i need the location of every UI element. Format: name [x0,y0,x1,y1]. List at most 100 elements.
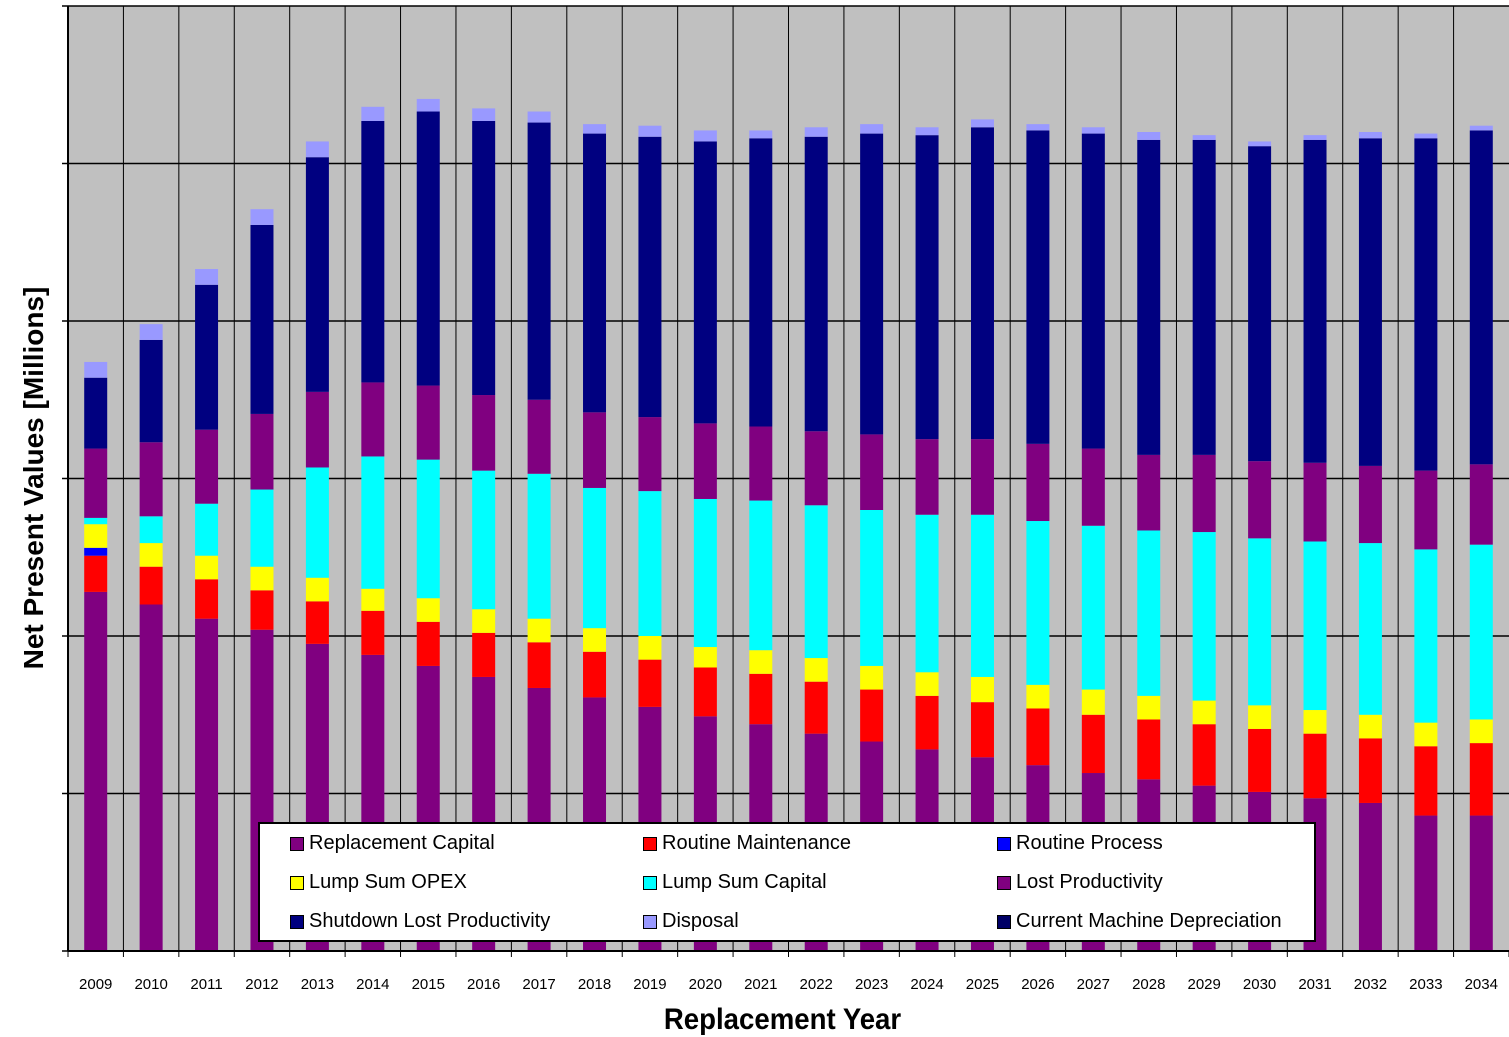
x-tick-label: 2026 [1021,976,1054,993]
bar-segment-lump-sum-opex [1358,714,1382,739]
bar-segment-disposal [305,141,329,158]
x-tick-label: 2034 [1465,976,1498,993]
bar-segment-disposal [693,130,717,142]
bar-segment-lump-sum-capital [860,510,884,666]
bar-segment-disposal [1303,135,1327,140]
bar-segment-shutdown-lost-productivity [84,377,108,449]
bar-segment-disposal [527,111,551,123]
bar-segment-lump-sum-capital [1026,521,1050,685]
bar-segment-lump-sum-capital [527,473,551,619]
bar-segment-lump-sum-capital [195,503,219,556]
bar-segment-lump-sum-opex [305,577,329,602]
bar-segment-disposal [139,324,163,340]
bar-segment-disposal [361,106,385,121]
bar-segment-lump-sum-capital [1192,532,1216,701]
legend-item-lump-sum-opex: Lump Sum OPEX [290,871,467,894]
legend-item-lost-productivity: Lost Productivity [997,871,1163,894]
bar-segment-shutdown-lost-productivity [361,120,385,383]
legend-swatch [643,875,657,890]
bar-segment-disposal [1414,133,1438,139]
bar-segment-lost-productivity [416,385,440,460]
bar-segment-routine-maintenance [1469,743,1493,816]
bar-segment-lost-productivity [1358,465,1382,544]
bar-segment-lump-sum-opex [139,543,163,567]
x-tick-label: 2022 [800,976,833,993]
bar-segment-disposal [970,119,994,128]
bar-segment-routine-maintenance [1081,714,1105,774]
bar-segment-shutdown-lost-productivity [915,135,939,440]
bar-segment-routine-maintenance [1414,746,1438,816]
bar-segment-routine-maintenance [638,659,662,707]
bar-segment-lump-sum-capital [749,500,773,651]
bar-segment-shutdown-lost-productivity [860,133,884,435]
x-tick-label: 2017 [522,976,555,993]
bar-segment-lost-productivity [1192,454,1216,533]
bar-segment-routine-maintenance [1358,738,1382,803]
bar-segment-lump-sum-capital [84,517,108,525]
bar-segment-lump-sum-capital [638,491,662,636]
bar-segment-routine-maintenance [749,673,773,725]
bar-segment-lump-sum-capital [1358,543,1382,715]
bar-segment-shutdown-lost-productivity [195,284,219,430]
legend-label: Disposal [662,910,739,932]
bar-segment-lump-sum-opex [472,609,496,633]
legend-label: Routine Maintenance [662,832,852,854]
x-tick-label: 2013 [301,976,334,993]
x-tick-label: 2019 [633,976,666,993]
bar-segment-shutdown-lost-productivity [1469,130,1493,465]
bar-segment-disposal [583,124,607,134]
bar-segment-routine-maintenance [472,632,496,677]
bar-segment-replacement-capital [139,604,163,951]
bar-segment-disposal [195,269,219,285]
bar-segment-lump-sum-capital [583,487,607,629]
legend-swatch [997,836,1011,851]
bar-segment-routine-maintenance [1026,708,1050,766]
bar-segment-disposal [1358,132,1382,139]
bar-segment-shutdown-lost-productivity [1248,146,1272,462]
bar-segment-shutdown-lost-productivity [749,138,773,427]
x-tick-label: 2033 [1409,976,1442,993]
bar-segment-lump-sum-capital [1414,549,1438,723]
legend-swatch [643,836,657,851]
x-tick-label: 2032 [1354,976,1387,993]
legend-label: Lost Productivity [1016,871,1163,893]
bar-segment-shutdown-lost-productivity [139,339,163,443]
x-tick-label: 2030 [1243,976,1276,993]
bar-segment-disposal [250,209,274,225]
bar-segment-shutdown-lost-productivity [1358,138,1382,466]
bar-segment-disposal [860,124,884,134]
bar-segment-lost-productivity [1026,443,1050,522]
x-tick-label: 2031 [1298,976,1331,993]
bar-segment-lump-sum-opex [361,588,385,611]
legend-item-disposal: Disposal [643,910,739,933]
bar-segment-shutdown-lost-productivity [250,224,274,414]
bar-segment-lump-sum-capital [1469,544,1493,720]
bar-segment-lump-sum-opex [250,566,274,591]
bar-segment-lost-productivity [305,391,329,468]
bar-segment-lump-sum-capital [1248,538,1272,706]
bar-segment-disposal [1137,132,1161,140]
legend-swatch [290,914,304,929]
x-tick-label: 2021 [744,976,777,993]
legend-swatch [997,914,1011,929]
bar-segment-shutdown-lost-productivity [804,136,828,432]
bar-segment-lost-productivity [1303,462,1327,542]
bar-segment-lump-sum-opex [1414,722,1438,747]
x-tick-label: 2015 [412,976,445,993]
bar-segment-lost-productivity [1414,470,1438,550]
bar-segment-lost-productivity [361,382,385,457]
bar-segment-routine-maintenance [1303,733,1327,799]
bar-segment-disposal [804,127,828,137]
bar-segment-shutdown-lost-productivity [638,136,662,418]
x-tick-label: 2012 [245,976,278,993]
bar-segment-replacement-capital [1414,815,1438,951]
bar-segment-routine-maintenance [139,566,163,605]
bar-segment-lump-sum-capital [472,470,496,610]
bar-segment-disposal [1026,124,1050,131]
legend: Replacement Capital Routine Maintenance … [258,822,1316,942]
bar-segment-shutdown-lost-productivity [583,133,607,413]
legend-item-replacement-capital: Replacement Capital [290,832,495,855]
bar-segment-shutdown-lost-productivity [970,127,994,440]
legend-swatch [643,914,657,929]
bar-segment-lost-productivity [1469,464,1493,545]
